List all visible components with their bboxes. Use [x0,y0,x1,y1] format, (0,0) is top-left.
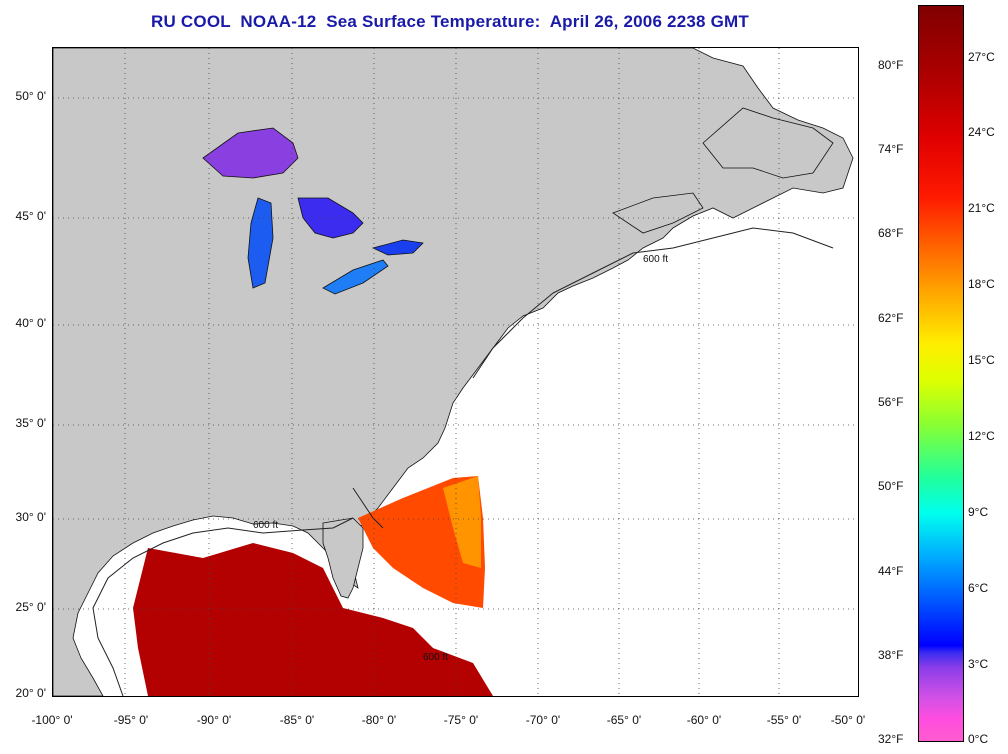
lon-label-70: -70° 0' [525,713,561,727]
colorbar-f-68: 68°F [878,226,904,240]
colorbar-f-80: 80°F [878,58,904,72]
lat-label-30: 30° 0' [15,510,46,524]
land-newfoundland [702,107,834,179]
colorbar-c-9: 9°C [968,505,989,519]
colorbar-c-6: 6°C [968,581,989,595]
isobath-600ft [92,227,834,696]
colorbar-c-24: 24°C [968,125,995,139]
lake-huron [297,197,364,239]
sst-gulf-stream-warm-edge [443,476,481,568]
lon-label-65: -65° 0' [606,713,642,727]
colorbar-f-50: 50°F [878,479,904,493]
lat-label-35: 35° 0' [15,416,46,430]
lon-label-75: -75° 0' [443,713,479,727]
colorbar-f-74: 74°F [878,142,904,156]
isobath-label-keys: 600 ft [423,652,448,663]
colorbar-c-0: 0°C [968,732,989,746]
sst-gulf-of-mexico [133,543,493,696]
isobath-label-north: 600 ft [643,254,668,265]
lake-superior [202,127,299,179]
colorbar-f-56: 56°F [878,395,904,409]
lon-label-50: -50° 0' [830,713,866,727]
graticule [53,48,858,696]
temperature-colorbar [918,5,964,742]
colorbar-c-3: 3°C [968,657,989,671]
lake-michigan [247,197,274,289]
lon-label-100: -100° 0' [31,713,73,727]
colorbar-c-21: 21°C [968,201,995,215]
colorbar-f-44: 44°F [878,564,904,578]
colorbar-c-12: 12°C [968,429,995,443]
colorbar-c-27: 27°C [968,50,995,64]
lon-label-80: -80° 0' [361,713,397,727]
colorbar-c-18: 18°C [968,277,995,291]
colorbar-f-32: 32°F [878,732,904,746]
lon-label-95: -95° 0' [113,713,149,727]
lon-label-90: -90° 0' [196,713,232,727]
lat-label-45: 45° 0' [15,209,46,223]
lake-ontario [371,239,424,256]
lon-label-55: -55° 0' [766,713,802,727]
lat-label-25: 25° 0' [15,600,46,614]
sst-map: 600 ft 600 ft 600 ft [53,48,858,696]
lon-label-60: -60° 0' [686,713,722,727]
lat-label-40: 40° 0' [15,316,46,330]
lat-label-50: 50° 0' [15,89,46,103]
land-nova-scotia [612,192,704,234]
lake-erie [322,259,389,295]
colorbar-f-62: 62°F [878,311,904,325]
colorbar-c-15: 15°C [968,353,995,367]
map-panel[interactable]: 600 ft 600 ft 600 ft [52,47,859,697]
land-florida [322,517,364,599]
colorbar-f-38: 38°F [878,648,904,662]
lon-label-85: -85° 0' [279,713,315,727]
lat-label-20: 20° 0' [15,686,46,700]
isobath-label-gulf: 600 ft [253,520,278,531]
map-title: RU COOL NOAA-12 Sea Surface Temperature:… [151,12,749,31]
